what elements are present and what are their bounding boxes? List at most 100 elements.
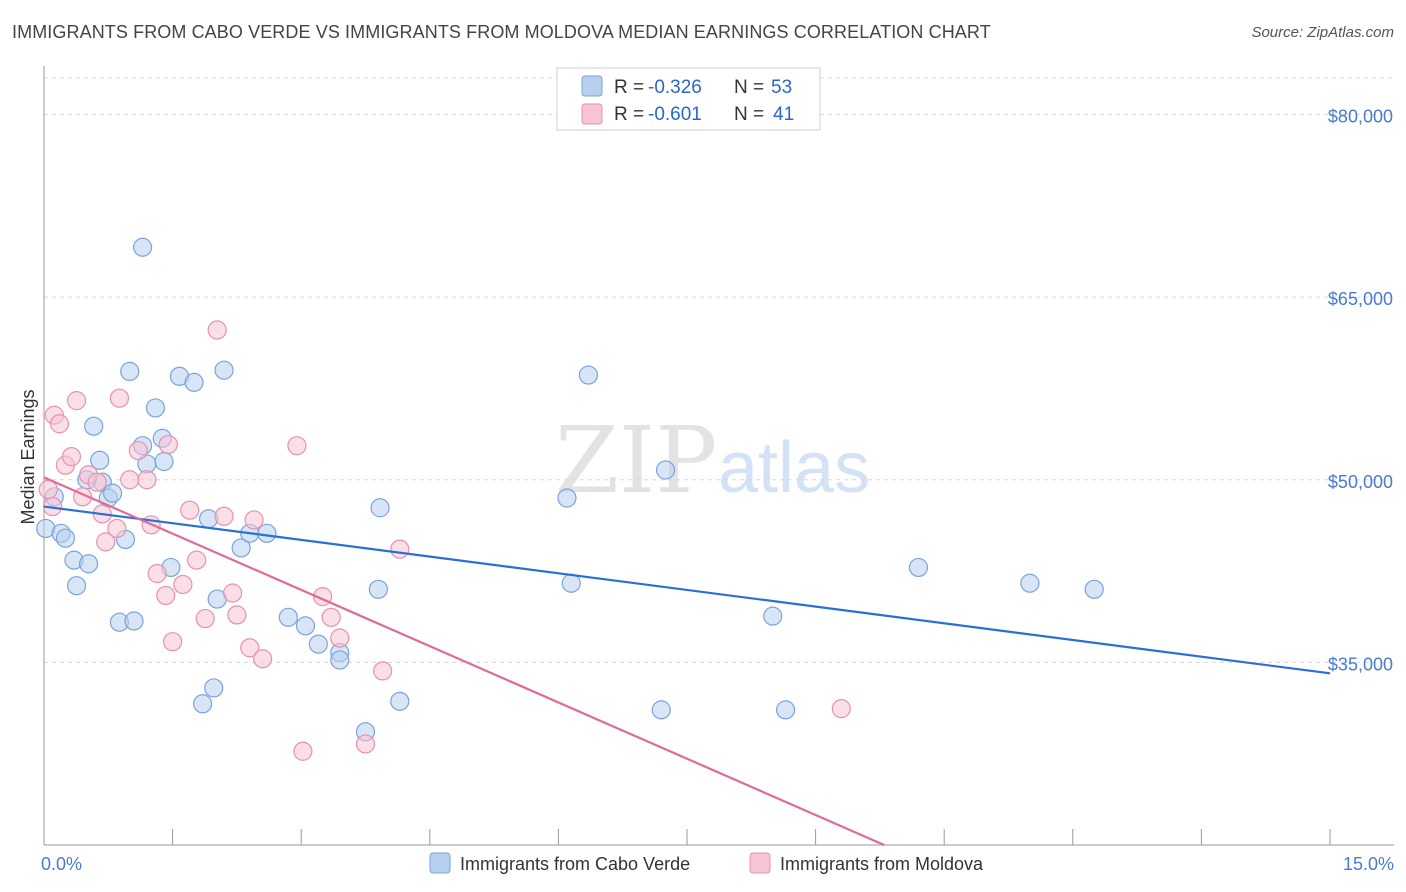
data-point <box>193 694 213 714</box>
axes <box>43 66 1394 846</box>
source-label: Source: ZipAtlas.com <box>1251 24 1394 41</box>
data-point <box>107 518 127 539</box>
data-point <box>227 605 247 625</box>
data-point <box>231 538 251 558</box>
data-point <box>120 470 140 490</box>
data-point <box>355 734 376 754</box>
bottom-legend-label-moldova: Immigrants from Moldova <box>780 854 984 874</box>
data-point <box>204 678 224 698</box>
watermark-zip: ZIP <box>555 407 717 514</box>
trend-lines <box>43 476 1331 847</box>
y-axis-label: Median Earnings <box>18 389 38 524</box>
data-point <box>240 638 260 658</box>
data-point <box>244 510 264 530</box>
data-point <box>214 360 234 380</box>
correlation-legend: R = -0.326 N = 53 R = -0.601 N = 41 <box>556 67 821 131</box>
data-point <box>908 557 929 578</box>
data-point <box>156 585 176 606</box>
trend-line-cabo-verde <box>43 505 1331 675</box>
data-point <box>257 523 277 543</box>
data-point <box>195 608 215 629</box>
data-point <box>655 460 676 480</box>
legend-r-label-2: R = <box>614 104 644 125</box>
data-point <box>158 434 178 455</box>
series-legend: Immigrants from Cabo Verde Immigrants fr… <box>429 852 984 874</box>
data-point <box>102 483 123 503</box>
bottom-legend-swatch-pink <box>749 852 771 874</box>
data-point <box>109 388 130 408</box>
legend-n-value-1: 53 <box>771 77 792 98</box>
x-tick-label: 0.0% <box>41 854 82 874</box>
data-point <box>330 650 350 670</box>
data-point <box>370 498 390 518</box>
data-point <box>137 470 157 490</box>
data-point <box>49 414 70 434</box>
data-point <box>187 550 207 570</box>
data-point <box>61 447 82 467</box>
data-point <box>390 691 410 711</box>
data-point <box>66 391 87 411</box>
data-point <box>163 632 183 652</box>
data-point <box>124 611 144 631</box>
data-point <box>330 628 350 648</box>
trend-line-moldova <box>43 476 885 847</box>
legend-n-label-2: N = <box>734 104 764 125</box>
y-tick-label: $50,000 <box>1328 472 1393 492</box>
data-point <box>561 573 581 593</box>
data-point <box>775 700 796 720</box>
chart-title: IMMIGRANTS FROM CABO VERDE VS IMMIGRANTS… <box>12 22 991 42</box>
data-point <box>651 700 671 720</box>
data-point <box>321 607 341 627</box>
data-point <box>38 479 58 500</box>
watermark: ZIP atlas <box>555 407 870 514</box>
data-point <box>90 450 110 470</box>
data-point <box>180 500 200 520</box>
data-point <box>78 554 99 574</box>
data-point <box>145 398 166 418</box>
data-point <box>763 606 783 626</box>
series-moldova <box>38 320 851 761</box>
data-point <box>84 416 104 436</box>
data-point <box>55 528 76 548</box>
bottom-legend-swatch-blue <box>429 852 451 874</box>
data-point <box>831 699 851 719</box>
data-point <box>207 320 227 340</box>
watermark-atlas: atlas <box>718 428 870 508</box>
series-cabo-verde <box>36 237 1104 742</box>
data-point <box>368 579 388 599</box>
data-point <box>308 634 328 654</box>
data-point <box>132 237 153 257</box>
data-point <box>184 372 204 392</box>
data-point <box>293 741 313 761</box>
data-point <box>1084 579 1104 599</box>
data-point <box>278 607 298 627</box>
y-tick-label: $35,000 <box>1328 654 1393 674</box>
data-point <box>373 661 393 681</box>
legend-swatch-blue <box>581 75 603 97</box>
data-point <box>87 472 107 492</box>
legend-swatch-pink <box>581 103 603 125</box>
legend-n-label-1: N = <box>734 77 764 98</box>
data-point <box>557 488 577 508</box>
data-point <box>390 539 410 559</box>
gridlines <box>44 77 1394 663</box>
legend-r-value-1: -0.326 <box>648 77 702 98</box>
legend-r-label-1: R = <box>614 77 644 98</box>
data-point <box>147 563 167 584</box>
legend-r-value-2: -0.601 <box>648 104 702 125</box>
bottom-legend-label-cabo-verde: Immigrants from Cabo Verde <box>460 854 690 874</box>
data-point <box>214 506 234 526</box>
data-point <box>1020 573 1040 593</box>
y-tick-label: $65,000 <box>1328 289 1393 309</box>
data-point <box>295 616 316 636</box>
data-point <box>173 574 193 595</box>
data-point <box>154 451 174 472</box>
y-axis-ticks: $80,000 $65,000 $50,000 $35,000 <box>1328 107 1393 675</box>
legend-n-value-2: 41 <box>773 104 794 125</box>
data-point <box>120 361 140 382</box>
x-tick-label: 15.0% <box>1343 854 1394 874</box>
x-axis-ticks: 0.0% 15.0% <box>41 829 1394 874</box>
y-tick-label: $80,000 <box>1328 107 1393 127</box>
data-point <box>96 532 116 552</box>
